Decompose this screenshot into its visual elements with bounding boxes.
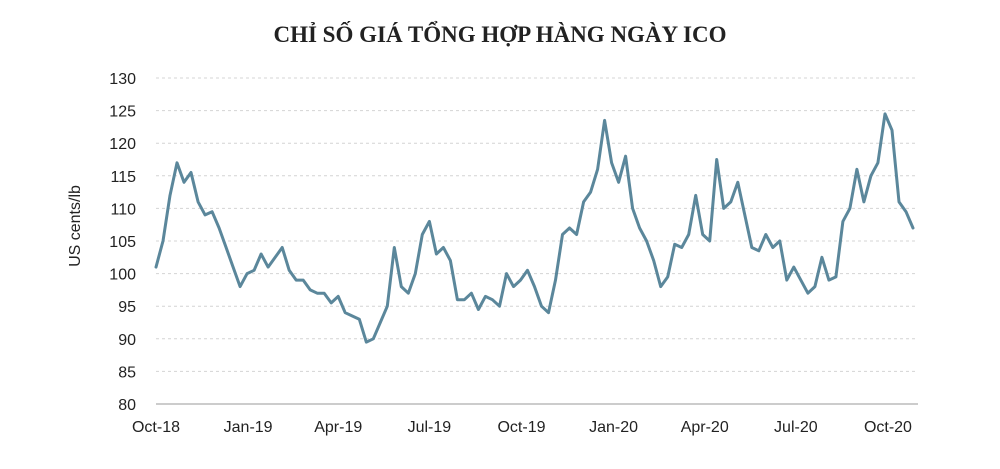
x-tick-label: Jul-20	[774, 419, 818, 436]
y-tick-label: 115	[110, 169, 136, 186]
y-tick-label: 130	[109, 71, 136, 88]
x-tick-label: Jan-19	[224, 419, 273, 436]
x-tick-label: Oct-19	[497, 419, 545, 436]
x-axis-ticks: Oct-18 Jan-19 Apr-19 Jul-19 Oct-19 Jan-20 Apr-…	[132, 419, 912, 436]
y-tick-label: 80	[118, 397, 136, 414]
y-tick-label: 120	[109, 136, 136, 153]
chart-title: CHỈ SỐ GIÁ TỔNG HỢP HÀNG NGÀY ICO	[273, 22, 727, 47]
y-tick-label: 85	[118, 364, 136, 381]
x-tick-label: Oct-20	[864, 419, 912, 436]
y-axis-ticks: 80 85 90 95 100 105 110 115 120 125 130	[109, 71, 136, 414]
y-tick-label: 90	[118, 332, 136, 349]
x-tick-label: Oct-18	[132, 419, 180, 436]
gridlines	[156, 77, 918, 405]
x-tick-label: Jul-19	[408, 419, 452, 436]
x-tick-label: Apr-20	[681, 419, 729, 436]
y-tick-label: 125	[109, 104, 136, 121]
y-axis-title: US cents/lb	[67, 185, 84, 267]
y-tick-label: 105	[109, 234, 136, 251]
y-tick-label: 95	[118, 299, 136, 316]
y-tick-label: 110	[110, 201, 136, 218]
y-tick-label: 100	[109, 267, 136, 284]
x-tick-label: Apr-19	[314, 419, 362, 436]
series-line	[154, 112, 915, 344]
x-tick-label: Jan-20	[589, 419, 638, 436]
series-layer	[154, 112, 915, 344]
